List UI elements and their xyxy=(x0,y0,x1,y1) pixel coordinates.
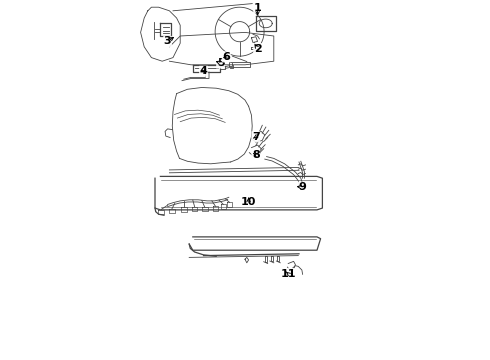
Text: 11: 11 xyxy=(280,269,296,279)
Text: 10: 10 xyxy=(241,197,256,207)
Text: 4: 4 xyxy=(199,66,208,76)
Text: 1: 1 xyxy=(254,3,262,13)
Text: 6: 6 xyxy=(222,52,230,62)
Text: 7: 7 xyxy=(252,132,260,142)
Text: 3: 3 xyxy=(164,36,171,46)
Text: 5: 5 xyxy=(217,58,224,68)
Text: 9: 9 xyxy=(298,182,306,192)
Text: 8: 8 xyxy=(252,150,260,160)
Text: 2: 2 xyxy=(254,44,262,54)
